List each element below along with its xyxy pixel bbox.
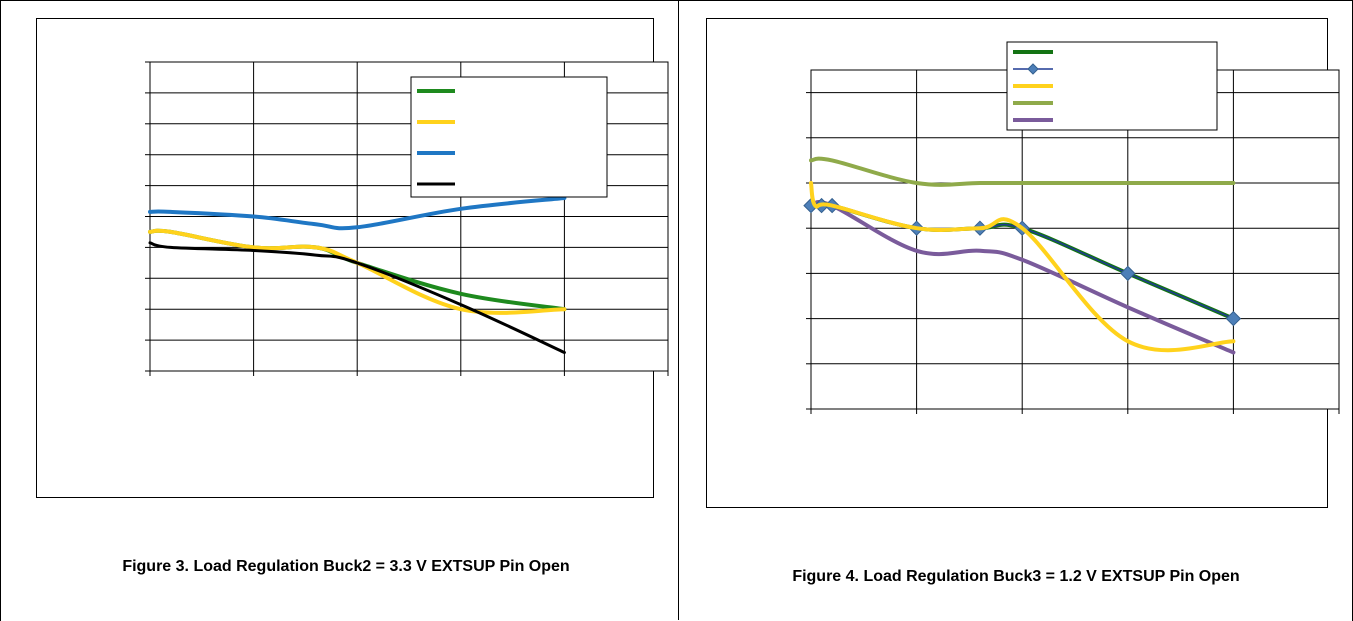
series-line-2 [809,181,1236,353]
figure-3-caption: Figure 3. Load Regulation Buck2 = 3.3 V … [122,558,570,575]
series-line-3 [148,241,566,354]
chart-figure-3 [36,18,669,498]
series-line-2 [148,196,567,231]
legend-box [410,76,608,198]
series-marker-1 [1120,265,1136,282]
chart-figure-4 [706,18,1340,508]
chart-figure-4-svg [803,41,1340,414]
series-marker-1 [1225,310,1242,327]
figure-4-caption: Figure 4. Load Regulation Buck3 = 1.2 V … [792,568,1240,585]
column-divider [678,0,679,620]
legend-marker-1 [1027,63,1039,75]
series-line-3 [809,156,1236,187]
series-line-1 [148,228,567,315]
chart-figure-3-svg [145,61,669,376]
